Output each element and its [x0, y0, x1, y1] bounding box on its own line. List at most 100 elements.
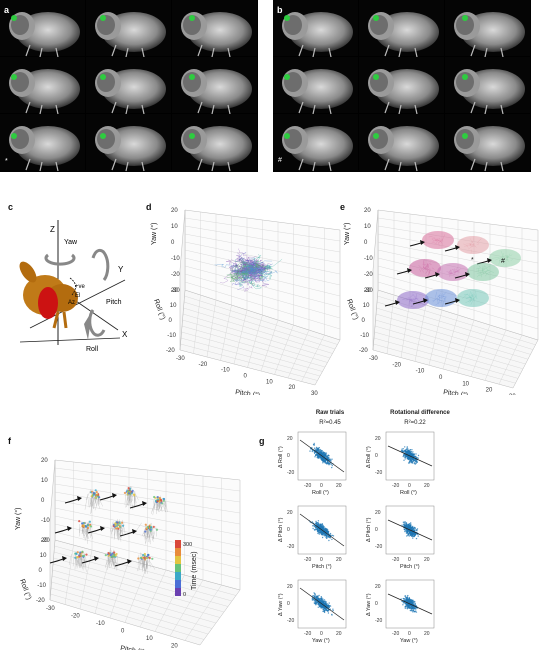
time-point: [118, 522, 121, 525]
x-tick-label: -20: [199, 362, 208, 368]
y-tick-label: -10: [37, 583, 46, 589]
y-tick-label: -20: [375, 544, 382, 550]
video-frames-panel-a: [0, 0, 258, 172]
video-frame: [445, 0, 530, 58]
y-axis-label: Δ Pitch (°): [366, 517, 372, 542]
panel-label-f: f: [8, 436, 11, 446]
y-axis-label: Δ Yaw (°): [278, 593, 284, 616]
colorbar: 300 0 Time (msec): [175, 540, 198, 598]
x-tick-label: 0: [439, 375, 443, 381]
x-tick-label: -30: [46, 606, 55, 612]
star-mark: *: [471, 257, 474, 264]
azimuth-label: Az: [68, 300, 75, 306]
time-colored-clusters: [49, 486, 168, 574]
z-tick-label: 10: [364, 224, 371, 230]
trajectory-plot-d: -30-20-10010203020100-10-2020100-10-20-3…: [150, 208, 341, 395]
video-frame: [0, 57, 85, 115]
time-point: [82, 554, 86, 557]
pitch-label: Pitch: [106, 299, 122, 306]
time-point: [153, 495, 156, 499]
z-tick-label: 0: [364, 240, 368, 246]
time-point: [143, 558, 147, 561]
y-tick-label: -20: [36, 598, 45, 604]
x-tick-label: -20: [392, 483, 399, 489]
column-header-raw-trials: Raw trials: [315, 410, 345, 416]
video-frame: [86, 57, 171, 115]
z-tick-label: -10: [41, 518, 50, 524]
time-point: [89, 525, 93, 528]
time-point: [117, 527, 120, 530]
time-point: [113, 551, 116, 554]
y-axis-label: Δ Roll (°): [366, 446, 372, 468]
panel-b-hash-mark: #: [278, 157, 282, 164]
trajectory-cluster: [425, 289, 457, 307]
r-squared-raw: R²=0.45: [319, 420, 341, 426]
y-tick-label: -10: [360, 333, 369, 339]
y-tick-label: 0: [39, 568, 43, 574]
y-tick-label: 10: [40, 553, 47, 559]
time-point: [137, 557, 140, 560]
time-point: [146, 553, 150, 557]
time-point: [115, 521, 119, 524]
x-tick-label: -30: [369, 356, 378, 362]
r-squared-rotational: R²=0.22: [404, 420, 426, 426]
time-point: [107, 551, 110, 555]
side-wall: [372, 209, 379, 351]
z-tick-label: -20: [364, 272, 373, 278]
time-point: [162, 499, 165, 502]
y-tick-label: -20: [287, 470, 294, 476]
x-axis-label: Pitch (°): [120, 644, 146, 650]
time-point: [76, 556, 79, 559]
time-point: [85, 553, 88, 556]
z-tick-label: -30: [171, 288, 180, 294]
y-tick-label: 20: [171, 288, 178, 294]
x-tick-label: 10: [146, 636, 153, 642]
x-tick-label: 10: [266, 379, 273, 385]
regression-line: [387, 593, 433, 615]
y-tick-label: 20: [375, 584, 381, 590]
video-frame: [0, 0, 85, 58]
video-frame: [172, 114, 257, 172]
z-tick-label: -20: [41, 538, 50, 544]
colorbar-tick-top: 300: [183, 542, 192, 548]
x-tick-label: 30: [311, 391, 318, 395]
x-tick-label: -20: [71, 614, 80, 620]
video-frame: [273, 57, 358, 115]
elevation-label: El: [75, 293, 80, 299]
y-tick-label: 20: [287, 436, 293, 442]
y-tick-label: 0: [375, 453, 378, 459]
x-tick-label: -20: [392, 362, 401, 368]
x-tick-label: -20: [392, 631, 399, 637]
trajectory-traces: [214, 248, 283, 292]
x-axis-label: Pitch (°): [235, 388, 261, 395]
x-tick-label: 20: [424, 557, 430, 563]
time-point: [158, 496, 161, 500]
time-point: [76, 551, 79, 554]
video-frame: [86, 0, 171, 58]
z-tick-label: 20: [41, 458, 48, 464]
z-axis-label: Yaw (°): [14, 507, 22, 530]
x-tick-label: -10: [416, 369, 425, 375]
z-tick-label: 20: [171, 208, 178, 214]
y-tick-label: -20: [359, 348, 368, 354]
x-tick-label: 0: [408, 557, 411, 563]
y-axis-label: Δ Pitch (°): [278, 517, 284, 542]
time-point: [95, 493, 98, 497]
x-axis-label: Pitch (°): [400, 564, 420, 570]
panel-label-b: b: [277, 5, 283, 15]
x-tick-label: -10: [96, 621, 105, 627]
z-tick-label: 0: [41, 498, 45, 504]
panel-a-star-mark: *: [5, 158, 8, 165]
time-point: [90, 495, 93, 498]
fly-frame-grid-b: [273, 0, 530, 172]
time-point: [88, 520, 91, 523]
positive-direction-label: +ve: [75, 284, 86, 290]
colorbar-tick-bottom: 0: [183, 592, 186, 598]
time-point: [120, 521, 124, 524]
x-tick-label: -20: [304, 631, 311, 637]
side-wall: [49, 459, 56, 601]
video-frame: [445, 114, 530, 172]
